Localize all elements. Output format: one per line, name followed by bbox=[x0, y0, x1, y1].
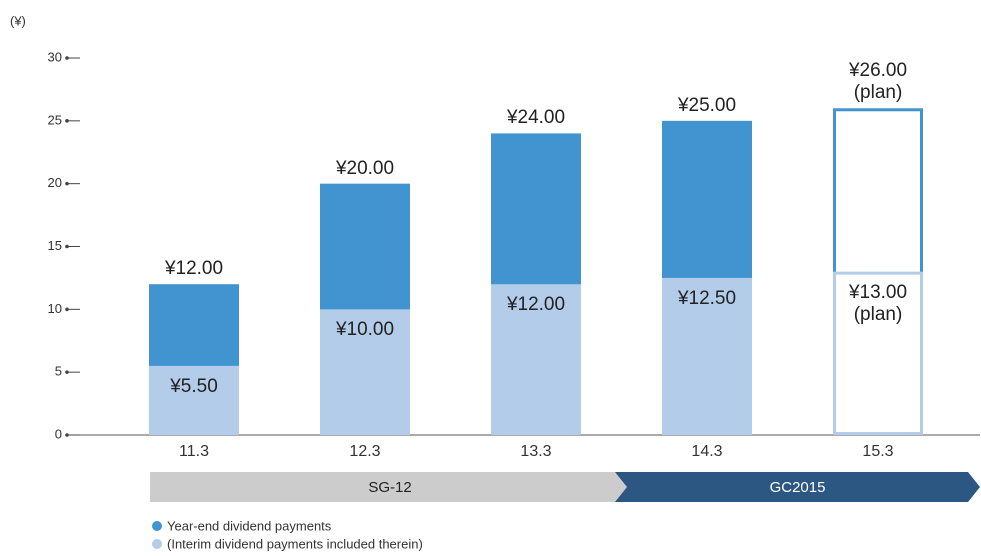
legend-label: Year-end dividend payments bbox=[167, 518, 332, 533]
bar bbox=[320, 309, 410, 435]
value-label: ¥12.50 bbox=[677, 287, 737, 309]
y-tick-label: 5 bbox=[55, 364, 62, 379]
phase-arrow bbox=[150, 472, 630, 502]
phase-arrow bbox=[615, 472, 980, 502]
value-label: ¥20.00 bbox=[335, 157, 395, 179]
legend-swatch bbox=[152, 521, 162, 531]
y-tick-label: 20 bbox=[48, 175, 62, 190]
bar-planned bbox=[833, 271, 923, 435]
bar bbox=[491, 284, 581, 435]
y-axis-label: (¥) bbox=[10, 13, 26, 28]
value-label: ¥12.00 bbox=[506, 294, 566, 316]
legend-swatch bbox=[152, 539, 162, 549]
value-label: ¥5.50 bbox=[170, 375, 218, 397]
y-tick-label: 0 bbox=[55, 426, 62, 441]
y-tick-label: 10 bbox=[48, 301, 62, 316]
phase-label: GC2015 bbox=[770, 479, 826, 496]
x-tick-label: 13.3 bbox=[520, 443, 551, 460]
y-tick-label: 25 bbox=[48, 112, 62, 127]
value-label: ¥12.00 bbox=[164, 258, 224, 280]
value-label: ¥13.00 (plan) bbox=[848, 281, 908, 325]
x-tick-label: 11.3 bbox=[179, 443, 209, 460]
bar bbox=[662, 277, 752, 435]
x-tick-label: 14.3 bbox=[691, 443, 722, 460]
x-tick-label: 15.3 bbox=[862, 443, 893, 460]
legend-label: (Interim dividend payments included ther… bbox=[167, 536, 423, 551]
y-tick-label: 30 bbox=[48, 49, 62, 64]
phase-label: SG-12 bbox=[368, 479, 411, 496]
value-label: ¥26.00 (plan) bbox=[848, 60, 908, 104]
y-tick-label: 15 bbox=[48, 238, 62, 253]
value-label: ¥24.00 bbox=[506, 107, 566, 129]
value-label: ¥25.00 bbox=[677, 94, 737, 116]
value-label: ¥10.00 bbox=[335, 319, 395, 341]
bar bbox=[149, 365, 239, 435]
x-tick-label: 12.3 bbox=[349, 443, 380, 460]
